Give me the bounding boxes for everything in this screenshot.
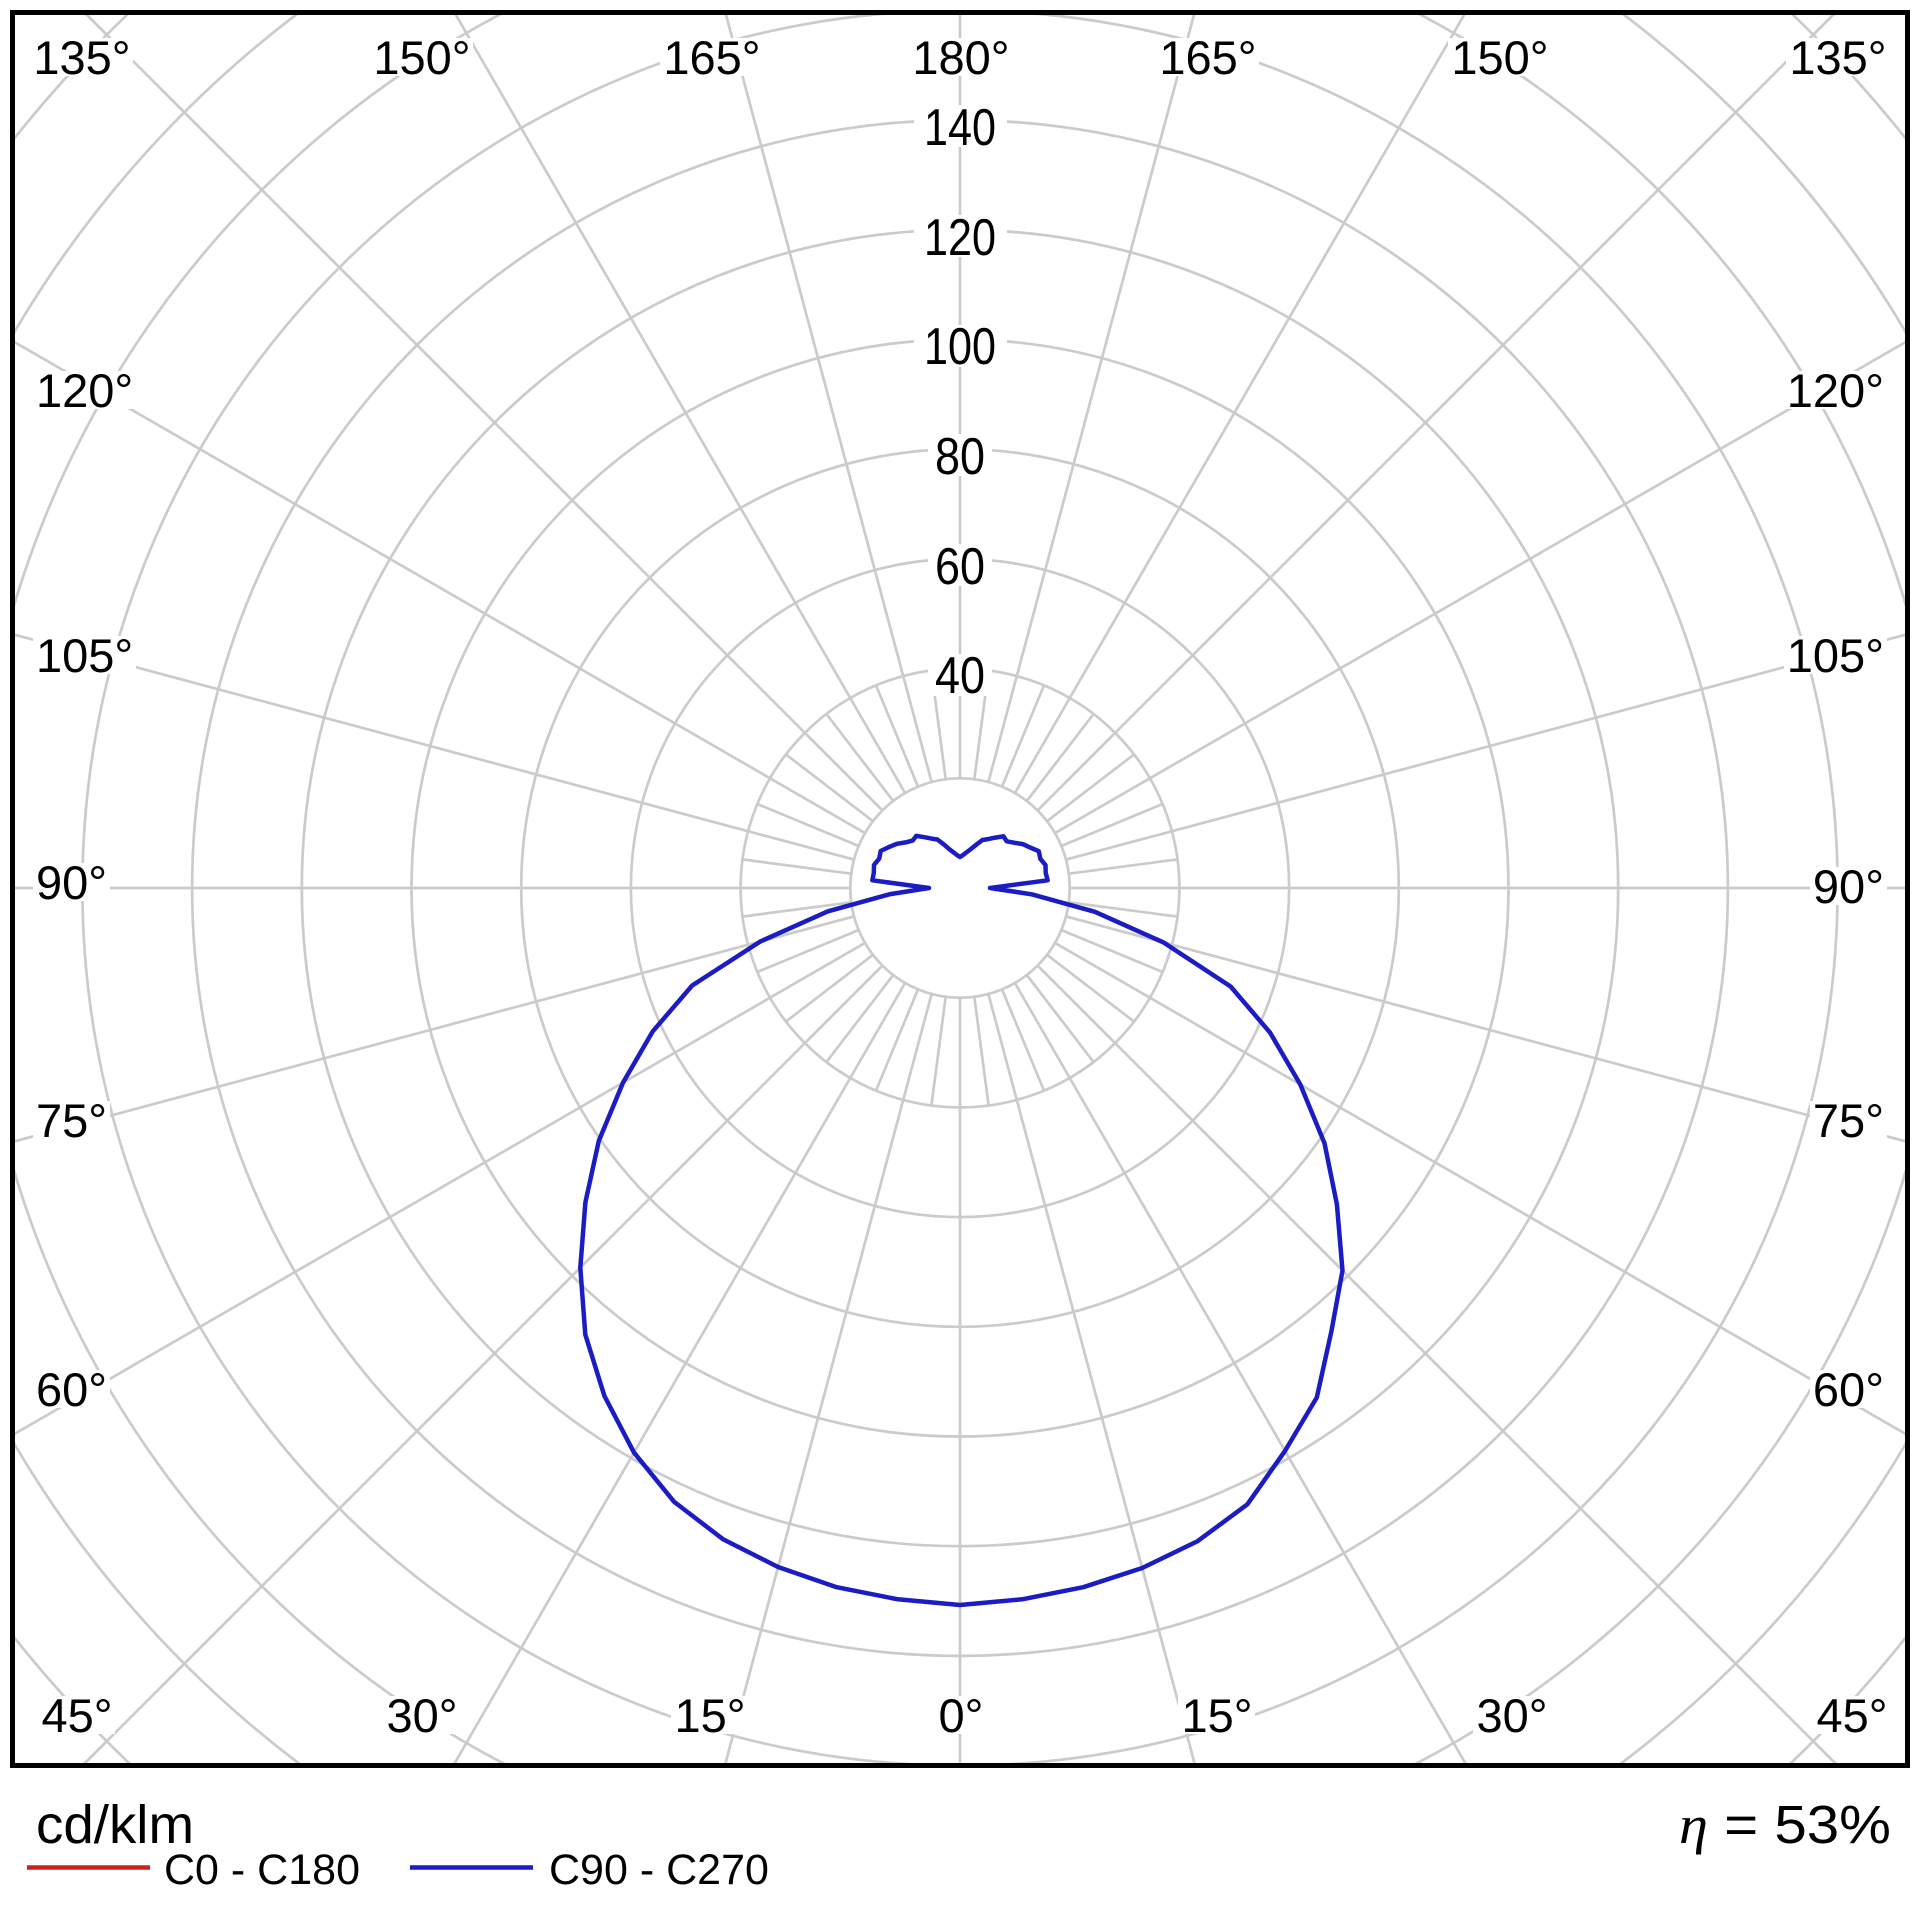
svg-text:30°: 30° [386, 1689, 457, 1742]
svg-text:15°: 15° [1181, 1689, 1252, 1742]
svg-text:120: 120 [924, 209, 996, 267]
svg-text:80: 80 [935, 428, 985, 486]
svg-text:45°: 45° [41, 1689, 112, 1742]
svg-text:cd/klm: cd/klm [36, 1795, 194, 1855]
svg-text:45°: 45° [1816, 1689, 1887, 1742]
svg-text:135°: 135° [33, 31, 130, 84]
svg-text:60°: 60° [36, 1363, 107, 1416]
svg-text:75°: 75° [1813, 1094, 1884, 1147]
svg-text:C90 - C270: C90 - C270 [549, 1846, 769, 1894]
svg-text:90°: 90° [36, 856, 107, 909]
svg-text:0°: 0° [939, 1689, 984, 1742]
svg-text:135°: 135° [1789, 31, 1886, 84]
svg-text:C0 - C180: C0 - C180 [164, 1846, 360, 1894]
svg-text:150°: 150° [373, 31, 470, 84]
svg-text:180°: 180° [912, 31, 1009, 84]
svg-text:75°: 75° [36, 1094, 107, 1147]
svg-text:140: 140 [924, 99, 996, 157]
svg-text:105°: 105° [1787, 629, 1884, 682]
svg-text:105°: 105° [36, 629, 133, 682]
svg-text:120°: 120° [1787, 364, 1884, 417]
svg-text:100: 100 [924, 318, 996, 376]
svg-text:165°: 165° [1159, 31, 1256, 84]
svg-text:η = 53%: η = 53% [1679, 1795, 1891, 1855]
svg-text:150°: 150° [1451, 31, 1548, 84]
svg-text:60°: 60° [1813, 1363, 1884, 1416]
svg-text:165°: 165° [663, 31, 760, 84]
svg-text:30°: 30° [1476, 1689, 1547, 1742]
svg-text:120°: 120° [36, 364, 133, 417]
svg-text:40: 40 [935, 647, 985, 705]
svg-text:60: 60 [935, 538, 985, 596]
svg-text:15°: 15° [674, 1689, 745, 1742]
svg-text:90°: 90° [1813, 860, 1884, 913]
